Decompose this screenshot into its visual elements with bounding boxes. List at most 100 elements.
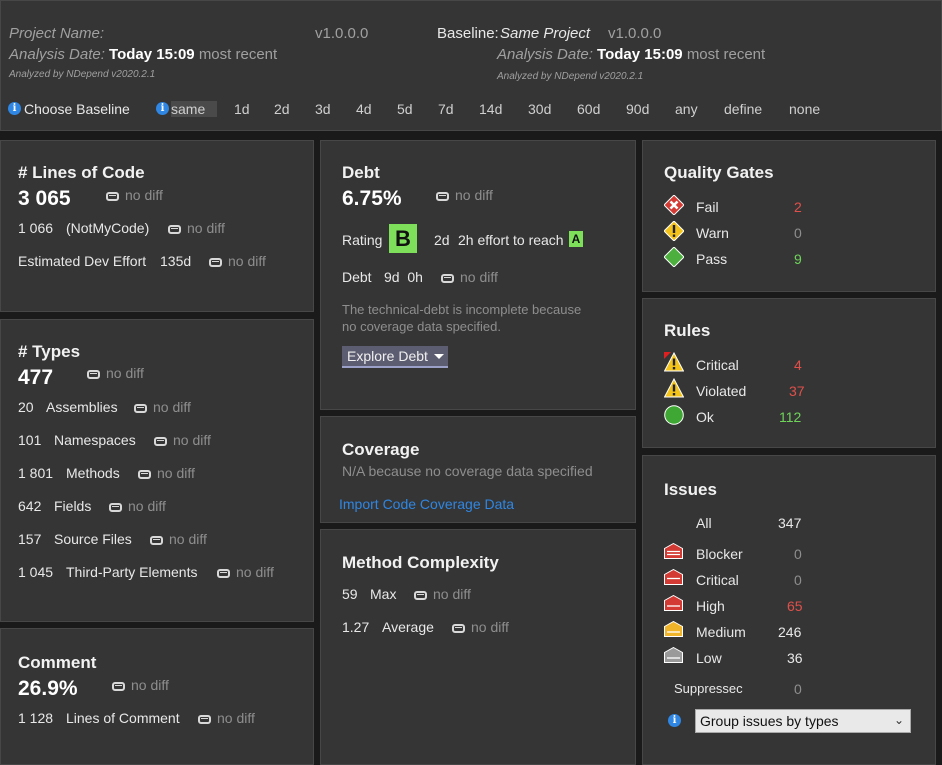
baseline-option-4d[interactable]: 4d (356, 101, 372, 117)
quality-gates-panel: Quality Gates Fail 2 Warn 0 Pass 9 (642, 140, 936, 292)
warn-icon (664, 221, 684, 241)
pass-icon (664, 247, 684, 267)
baseline-option-7d[interactable]: 7d (438, 101, 454, 117)
dropdown-arrow-icon (434, 354, 444, 359)
types-panel: # Types 477 no diff 20 Assemblies no dif… (0, 319, 314, 622)
comment-value: 26.9% (18, 677, 78, 700)
baseline-analysis-date-suffix: most recent (686, 46, 766, 63)
fail-icon (664, 195, 684, 215)
analysis-date-suffix: most recent (198, 46, 278, 63)
group-issues-select-value: Group issues by types (700, 713, 839, 729)
debt-diff: no diff (436, 187, 493, 203)
no-diff-icon (452, 624, 465, 633)
issues-all-label: All (696, 515, 712, 531)
baseline-option-14d[interactable]: 14d (479, 101, 503, 117)
complexity-max-value: 59 (342, 586, 358, 602)
no-diff-icon (154, 437, 167, 446)
explore-debt-label: Explore Debt (347, 348, 428, 364)
no-diff-icon (134, 404, 147, 413)
issues-title: Issues (664, 480, 717, 499)
issues-suppressed-label: Suppressec (674, 681, 743, 696)
fields-diff: no diff (109, 498, 166, 514)
group-issues-select[interactable]: Group issues by types ⌄ (695, 709, 911, 733)
namespaces-label: Namespaces (54, 432, 136, 448)
baseline-option-define[interactable]: define (724, 101, 763, 117)
issues-panel: Issues All 347 Blocker 0 Critical 0 High… (642, 455, 936, 765)
baseline-analyzed-by: Analyzed by NDepend v2020.2.1 (497, 71, 644, 82)
notmycode-value: 1 066 (18, 220, 54, 236)
baseline-name: Same Project (500, 25, 591, 42)
issues-critical-count: 0 (794, 572, 802, 588)
baseline-option-90d[interactable]: 90d (626, 101, 650, 117)
gate-fail-count: 2 (794, 199, 802, 215)
third-party-label: Third-Party Elements (66, 564, 198, 580)
analysis-date-label: Analysis Date: (9, 46, 105, 63)
third-party-diff: no diff (217, 564, 274, 580)
rules-violated-count: 37 (789, 383, 805, 399)
issues-suppressed-count: 0 (794, 681, 802, 697)
baseline-option-same[interactable]: same (171, 101, 218, 117)
types-title: # Types (18, 342, 81, 361)
comment-title: Comment (18, 653, 97, 672)
baseline-option-5d[interactable]: 5d (397, 101, 413, 117)
debt-value: 6.75% (342, 187, 402, 210)
loc-title: # Lines of Code (18, 163, 145, 182)
debt-note-line1: The technical-debt is incomplete because (342, 302, 582, 317)
methods-diff: no diff (138, 465, 195, 481)
assemblies-diff: no diff (134, 399, 191, 415)
loc-value: 3 065 (18, 187, 71, 210)
rating-label: Rating (342, 232, 383, 248)
issues-high-count: 65 (787, 598, 803, 614)
gate-warn-count: 0 (794, 225, 802, 241)
complexity-max-label: Max (370, 586, 397, 602)
source-files-diff: no diff (150, 531, 207, 547)
baseline-options-info-icon[interactable]: i (156, 102, 169, 115)
fields-value: 642 (18, 498, 42, 514)
analyzed-by: Analyzed by NDepend v2020.2.1 (9, 69, 156, 80)
dev-effort-value: 135d (160, 253, 192, 269)
baseline-analysis-date: Analysis Date: Today 15:09 most recent (497, 46, 765, 63)
group-issues-info-icon[interactable]: i (668, 714, 681, 727)
choose-baseline-label: Choose Baseline (24, 101, 130, 117)
no-diff-icon (138, 470, 151, 479)
baseline-option-3d[interactable]: 3d (315, 101, 331, 117)
comment-lines-label: Lines of Comment (66, 710, 180, 726)
no-diff-icon (414, 591, 427, 600)
coverage-panel: Coverage N/A because no coverage data sp… (320, 416, 636, 523)
methods-label: Methods (66, 465, 120, 481)
rating-effort-text: 2h effort to reach (458, 232, 564, 248)
debt-time-label: Debt (342, 269, 372, 285)
complexity-max-diff: no diff (414, 586, 471, 602)
baseline-option-2d[interactable]: 2d (274, 101, 290, 117)
no-diff-icon (87, 370, 100, 379)
types-diff: no diff (87, 365, 144, 381)
complexity-avg-diff: no diff (452, 619, 509, 635)
no-diff-icon (168, 225, 181, 234)
baseline-option-none[interactable]: none (789, 101, 821, 117)
no-diff-icon (217, 569, 230, 578)
choose-baseline-info-icon[interactable]: i (8, 102, 21, 115)
import-coverage-link[interactable]: Import Code Coverage Data (339, 496, 515, 512)
issues-blocker-count: 0 (794, 546, 802, 562)
rules-title: Rules (664, 321, 711, 340)
explore-debt-button[interactable]: Explore Debt (342, 346, 448, 368)
assemblies-label: Assemblies (46, 399, 118, 415)
rules-critical-label: Critical (696, 357, 739, 373)
rules-critical-count: 4 (794, 357, 802, 373)
fields-label: Fields (54, 498, 92, 514)
rules-ok-count: 112 (779, 409, 802, 425)
medium-severity-icon (664, 621, 683, 637)
baseline-option-60d[interactable]: 60d (577, 101, 601, 117)
no-diff-icon (150, 536, 163, 545)
baseline-option-30d[interactable]: 30d (528, 101, 552, 117)
baseline-option-1d[interactable]: 1d (234, 101, 250, 117)
header-panel: Project Name: v1.0.0.0 Baseline: Same Pr… (0, 0, 942, 131)
rules-ok-label: Ok (696, 409, 714, 425)
no-diff-icon (109, 503, 122, 512)
issues-high-label: High (696, 598, 725, 614)
gate-pass-label: Pass (696, 251, 728, 267)
debt-title: Debt (342, 163, 380, 182)
coverage-note: N/A because no coverage data specified (342, 463, 593, 479)
target-rating-badge: A (569, 231, 583, 247)
baseline-option-any[interactable]: any (675, 101, 698, 117)
